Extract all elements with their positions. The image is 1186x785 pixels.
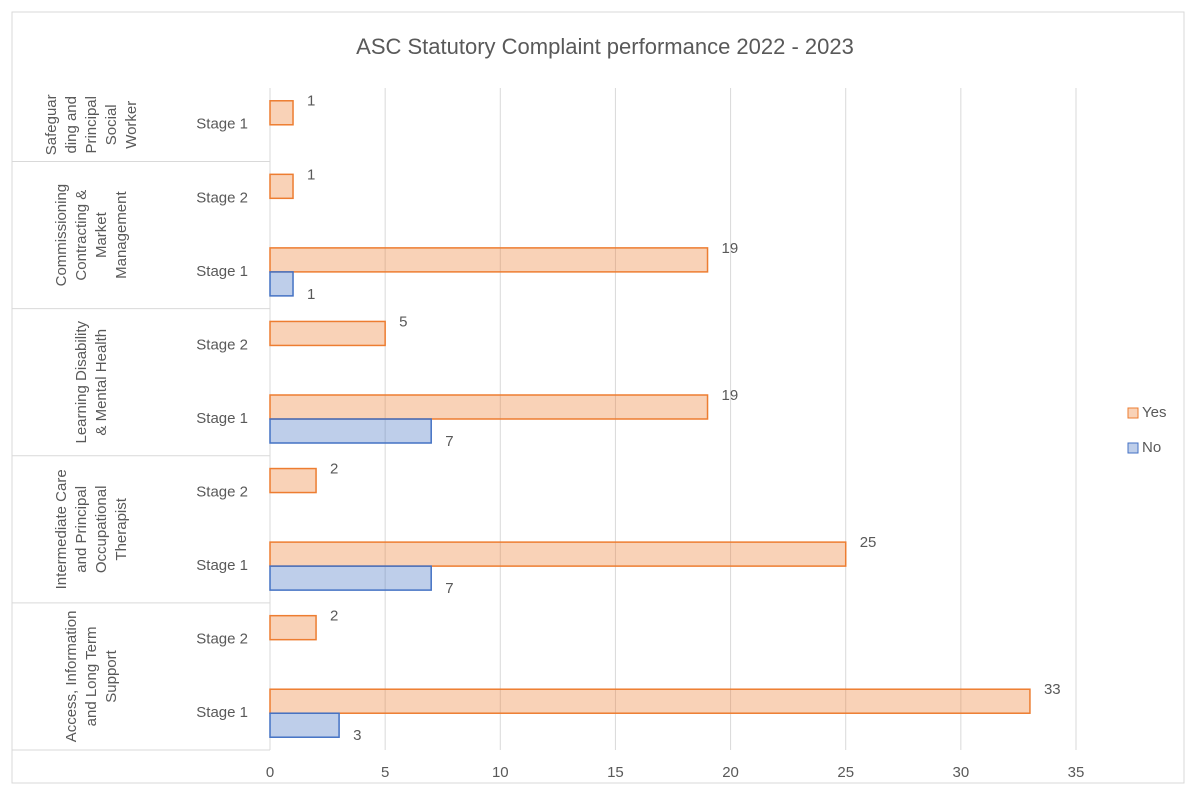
group-label: and Long Term — [83, 627, 100, 727]
x-tick-label: 25 — [837, 764, 854, 781]
data-label: 33 — [1044, 681, 1061, 698]
y-tick-label: Stage 2 — [196, 336, 248, 353]
data-label: 19 — [722, 240, 739, 257]
group-label: Social — [103, 104, 120, 145]
bar — [269, 614, 317, 641]
chart-frame — [11, 11, 1185, 784]
legend-swatch — [1127, 442, 1139, 454]
group-label: Intermediate Care — [53, 469, 70, 589]
y-tick-label: Stage 2 — [196, 484, 248, 501]
y-tick-label: Stage 1 — [196, 116, 248, 133]
group-label: and Principal — [73, 486, 90, 573]
group-label: Commissioning — [53, 184, 70, 287]
chart-title: ASC Statutory Complaint performance 2022… — [356, 34, 854, 59]
data-label: 2 — [330, 608, 338, 625]
data-label: 1 — [307, 93, 315, 110]
group-label: Management — [113, 191, 130, 279]
data-label: 1 — [307, 286, 315, 303]
group-label: Safeguar — [43, 94, 60, 155]
bar — [269, 271, 294, 297]
bar — [269, 100, 294, 126]
legend-label: No — [1142, 439, 1161, 456]
x-tick-label: 20 — [722, 764, 739, 781]
bar — [269, 541, 847, 567]
group-label: Market — [93, 211, 110, 258]
bar — [269, 688, 1031, 714]
data-label: 7 — [445, 580, 453, 597]
bar — [269, 565, 432, 591]
group-label: Occupational — [93, 486, 110, 574]
bar — [269, 320, 386, 347]
bar — [269, 394, 709, 420]
bar — [269, 247, 709, 273]
bar — [269, 173, 294, 200]
x-tick-label: 0 — [266, 764, 274, 781]
x-tick-label: 35 — [1068, 764, 1085, 781]
y-tick-label: Stage 1 — [196, 704, 248, 721]
group-label: Access, Information — [63, 611, 80, 743]
y-tick-label: Stage 1 — [196, 263, 248, 280]
bar — [269, 467, 317, 494]
data-label: 19 — [722, 387, 739, 404]
group-label: ding and — [63, 96, 80, 154]
bar — [269, 418, 432, 444]
group-label: Learning Disability — [73, 320, 90, 443]
group-label: & Mental Health — [93, 329, 110, 436]
data-label: 3 — [353, 727, 361, 744]
y-tick-label: Stage 2 — [196, 189, 248, 206]
x-tick-label: 30 — [953, 764, 970, 781]
data-label: 1 — [307, 166, 315, 183]
data-label: 5 — [399, 313, 407, 330]
bar — [269, 712, 340, 738]
group-label: Principal — [83, 96, 100, 154]
group-label: Support — [103, 649, 120, 702]
group-label: Therapist — [113, 497, 130, 560]
group-label: Contracting & — [73, 190, 90, 281]
data-label: 25 — [860, 534, 877, 551]
x-tick-label: 5 — [381, 764, 389, 781]
data-label: 7 — [445, 433, 453, 450]
group-label: Worker — [123, 101, 140, 149]
legend-label: Yes — [1142, 404, 1166, 421]
y-tick-label: Stage 1 — [196, 557, 248, 574]
y-tick-label: Stage 2 — [196, 631, 248, 648]
x-tick-label: 10 — [492, 764, 509, 781]
x-tick-label: 15 — [607, 764, 624, 781]
legend-swatch — [1127, 407, 1139, 419]
y-tick-label: Stage 1 — [196, 410, 248, 427]
data-label: 2 — [330, 461, 338, 478]
